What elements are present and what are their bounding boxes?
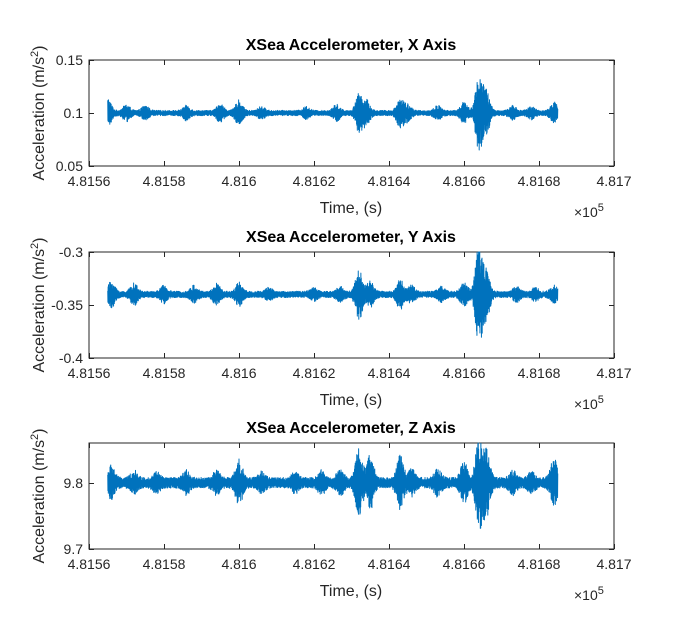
y-tick-labels: 0.05 0.1 0.15: [56, 52, 83, 174]
x-tick-label: 4.8166: [443, 556, 486, 572]
x-tick-label: 4.8166: [443, 173, 486, 189]
x-tick-label: 4.8156: [68, 173, 111, 189]
x-axis-multiplier: ×105: [574, 585, 604, 603]
axis-ticks: [89, 252, 615, 359]
x-tick-label: 4.8166: [443, 365, 486, 381]
y-axis-label: Acceleration (m/s2): [29, 237, 48, 372]
x-axis-label: Time, (s): [320, 200, 383, 217]
x-tick-label: 4.8158: [143, 365, 186, 381]
x-tick-label: 4.8164: [368, 173, 411, 189]
x-tick-label: 4.8168: [518, 556, 561, 572]
x-tick-label: 4.8162: [293, 173, 336, 189]
chart-title: XSea Accelerometer, Z Axis: [246, 420, 456, 437]
x-tick-label: 4.8156: [68, 556, 111, 572]
x-axis-multiplier: ×105: [574, 394, 604, 412]
y-axis-label: Acceleration (m/s2): [29, 45, 48, 180]
x-axis-label: Time, (s): [320, 392, 383, 409]
y-tick-labels: 9.7 9.8: [64, 475, 84, 557]
x-tick-label: 4.8156: [68, 365, 111, 381]
y-tick-label: 0.1: [64, 105, 84, 121]
chart-title: XSea Accelerometer, X Axis: [246, 37, 457, 54]
x-tick-label: 4.8168: [518, 365, 561, 381]
y-tick-label: 0.05: [56, 158, 83, 174]
x-axis-multiplier: ×105: [574, 202, 604, 220]
signal-line: [107, 442, 559, 529]
x-tick-label: 4.816: [221, 173, 256, 189]
x-tick-label: 4.8168: [518, 173, 561, 189]
subplot-y-axis: XSea Accelerometer, Y Axis 4.8156 4.8158 4…: [29, 229, 632, 412]
x-tick-labels: 4.8156 4.8158 4.816 4.8162 4.8164 4.8166 4.816…: [68, 365, 632, 381]
x-tick-label: 4.8162: [293, 365, 336, 381]
plot-area: [88, 251, 615, 359]
signal-line: [107, 251, 559, 338]
x-tick-label: 4.8164: [368, 365, 411, 381]
x-tick-label: 4.8162: [293, 556, 336, 572]
plot-area: [88, 442, 615, 550]
x-tick-label: 4.817: [596, 173, 631, 189]
subplot-x-axis: XSea Accelerometer, X Axis 4.8156 4.8158 4…: [29, 37, 632, 220]
axis-ticks: [89, 60, 615, 167]
signal-line: [107, 79, 559, 151]
x-tick-labels: 4.8156 4.8158 4.816 4.8162 4.8164 4.8166 4.816…: [68, 556, 632, 572]
subplot-z-axis: XSea Accelerometer, Z Axis 4.8156 4.8158 4…: [29, 420, 632, 603]
y-tick-labels: -0.4 -0.35 -0.3: [51, 244, 83, 366]
x-tick-label: 4.816: [221, 365, 256, 381]
x-axis-label: Time, (s): [320, 583, 383, 600]
chart-title: XSea Accelerometer, Y Axis: [246, 229, 456, 246]
x-tick-labels: 4.8156 4.8158 4.816 4.8162 4.8164 4.8166 4.816…: [68, 173, 632, 189]
x-tick-label: 4.817: [596, 365, 631, 381]
x-tick-label: 4.8158: [143, 556, 186, 572]
x-tick-label: 4.816: [221, 556, 256, 572]
x-tick-label: 4.817: [596, 556, 631, 572]
y-tick-label: -0.3: [59, 244, 83, 260]
y-axis-label: Acceleration (m/s2): [29, 428, 48, 563]
y-tick-label: 9.8: [64, 475, 84, 491]
x-tick-label: 4.8158: [143, 173, 186, 189]
y-tick-label: -0.4: [59, 350, 83, 366]
y-tick-label: -0.35: [51, 297, 83, 313]
y-tick-label: 9.7: [64, 541, 84, 557]
x-tick-label: 4.8164: [368, 556, 411, 572]
axis-ticks: [89, 443, 615, 550]
y-tick-label: 0.15: [56, 52, 83, 68]
